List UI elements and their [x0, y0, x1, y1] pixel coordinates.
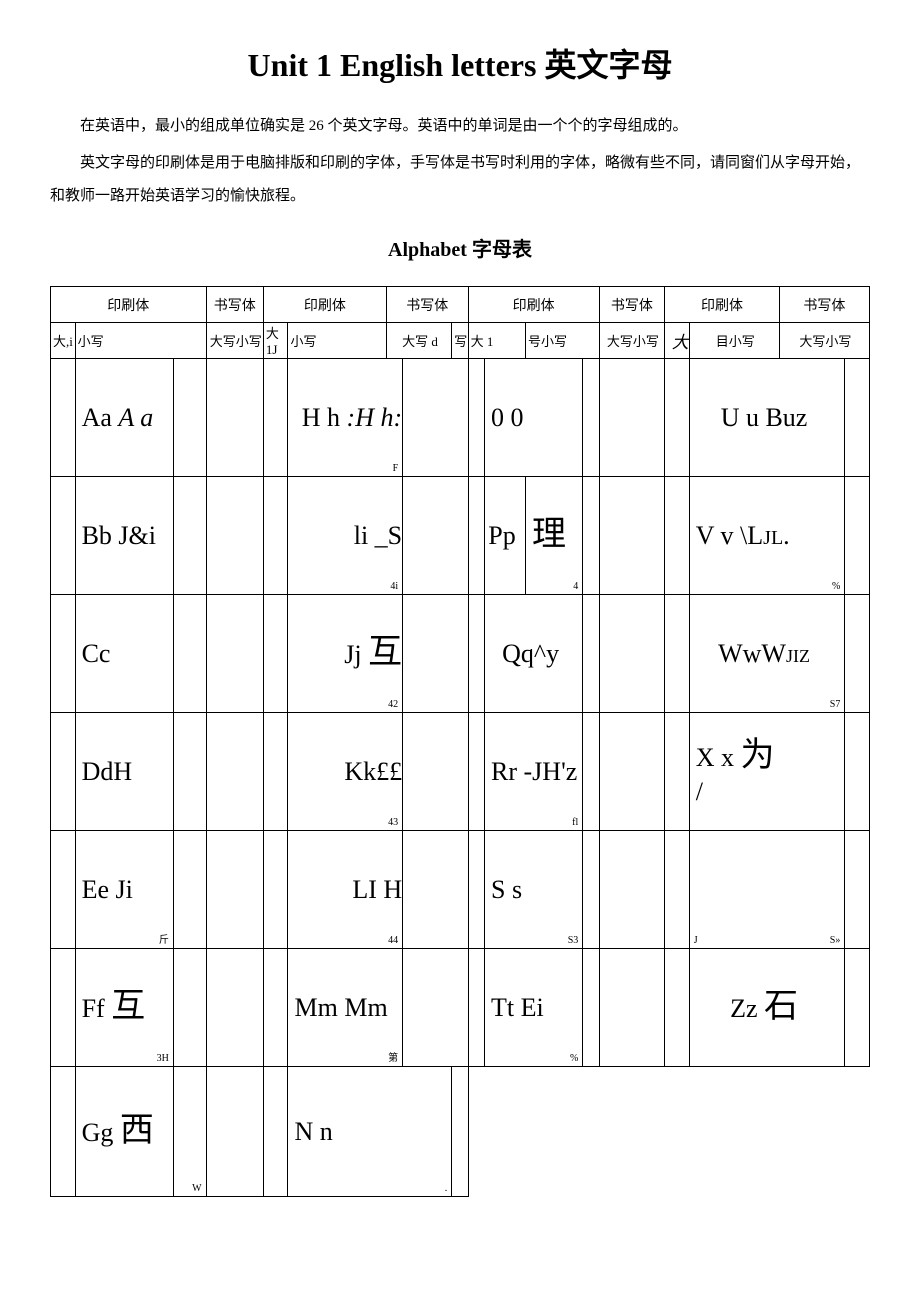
cell-Oo: 0 0: [485, 359, 583, 477]
table-row: Ee Ji斤 LI H44 S sS3 JS»: [51, 831, 870, 949]
subheader-c1b: 小写: [75, 323, 206, 359]
cell-Kk: Kk££43: [288, 713, 403, 831]
cell-Ee: Ee Ji斤: [75, 831, 173, 949]
subheader-c6: 大写小写: [599, 323, 665, 359]
alphabet-table: 印刷体 书写体 印刷体 书写体 印刷体 书写体 印刷体 书写体 大,i 小写 大…: [50, 286, 870, 1197]
cell-Aa: Aa A a: [75, 359, 173, 477]
subheader-c4b: 写: [452, 323, 468, 359]
subheader-c7b: 目小写: [689, 323, 779, 359]
cell-Zz: Zz 石: [689, 949, 845, 1067]
cell-Vv: V v \LJL.%: [689, 477, 845, 595]
cell-Pp-cn: 理4: [525, 477, 582, 595]
header-write-2: 书写体: [386, 287, 468, 323]
table-row: Bb J&i li _S4i Pp 理4 V v \LJL.%: [51, 477, 870, 595]
table-row: Ff 互3H Mm Mm第 Tt Ei% Zz 石: [51, 949, 870, 1067]
subheader-c7a: 大: [665, 323, 690, 359]
header-write-1: 书写体: [206, 287, 263, 323]
paragraph-2: 英文字母的印刷体是用于电脑排版和印刷的字体，手写体是书写时利用的字体，略微有些不…: [50, 147, 870, 213]
cell-Tt: Tt Ei%: [485, 949, 583, 1067]
subheader-c1a: 大,i: [51, 323, 76, 359]
subheader-c3b: 小写: [288, 323, 386, 359]
cell-Dd: DdH: [75, 713, 173, 831]
subheader-c8: 大写小写: [779, 323, 869, 359]
cell-Ww: WwWJIZS7: [689, 595, 845, 713]
header-print-2: 印刷体: [263, 287, 386, 323]
subtitle: Alphabet 字母表: [50, 233, 870, 262]
cell-Qq: Qq^y: [485, 595, 583, 713]
cell-Jj: Jj 互42: [288, 595, 403, 713]
table-row: DdH Kk££43 Rr -JH'zfl X x 为/: [51, 713, 870, 831]
paragraph-1: 在英语中，最小的组成单位确实是 26 个英文字母。英语中的单词是由一个个的字母组…: [50, 110, 870, 143]
cell-Pp: Pp: [485, 477, 526, 595]
cell-Hh: H h :H h:F: [288, 359, 403, 477]
table-header-row: 印刷体 书写体 印刷体 书写体 印刷体 书写体 印刷体 书写体: [51, 287, 870, 323]
subheader-c3a: 大 1J: [263, 323, 288, 359]
table-row: Aa A a H h :H h:F 0 0 U u Buz: [51, 359, 870, 477]
table-row: Cc Jj 互42 Qq^y WwWJIZS7: [51, 595, 870, 713]
subheader-c2: 大写小写: [206, 323, 263, 359]
header-print-3: 印刷体: [468, 287, 599, 323]
table-subheader-row: 大,i 小写 大写小写 大 1J 小写 大写 d 写 大 1 号小写 大写小写 …: [51, 323, 870, 359]
cell-Nn: N n.: [288, 1067, 452, 1197]
cell-Ll: LI H44: [288, 831, 403, 949]
table-row: Gg 西 W N n.: [51, 1067, 870, 1197]
header-write-3: 书写体: [599, 287, 665, 323]
cell-Rr: Rr -JH'zfl: [485, 713, 583, 831]
header-print-4: 印刷体: [665, 287, 780, 323]
cell-Bb: Bb J&i: [75, 477, 173, 595]
cell-Gg: Gg 西: [75, 1067, 173, 1197]
cell-Yy: JS»: [689, 831, 845, 949]
cell-Cc: Cc: [75, 595, 173, 713]
subheader-c4a: 大写 d: [386, 323, 452, 359]
subheader-c5b: 号小写: [525, 323, 599, 359]
cell-Ii: li _S4i: [288, 477, 403, 595]
cell-Xx: X x 为/: [689, 713, 845, 831]
cell-Mm: Mm Mm第: [288, 949, 403, 1067]
cell-Ss: S sS3: [485, 831, 583, 949]
page-title: Unit 1 English letters 英文字母: [50, 40, 870, 86]
header-print-1: 印刷体: [51, 287, 207, 323]
cell-Ff: Ff 互3H: [75, 949, 173, 1067]
subheader-c5a: 大 1: [468, 323, 525, 359]
header-write-4: 书写体: [779, 287, 869, 323]
cell-Uu: U u Buz: [689, 359, 845, 477]
